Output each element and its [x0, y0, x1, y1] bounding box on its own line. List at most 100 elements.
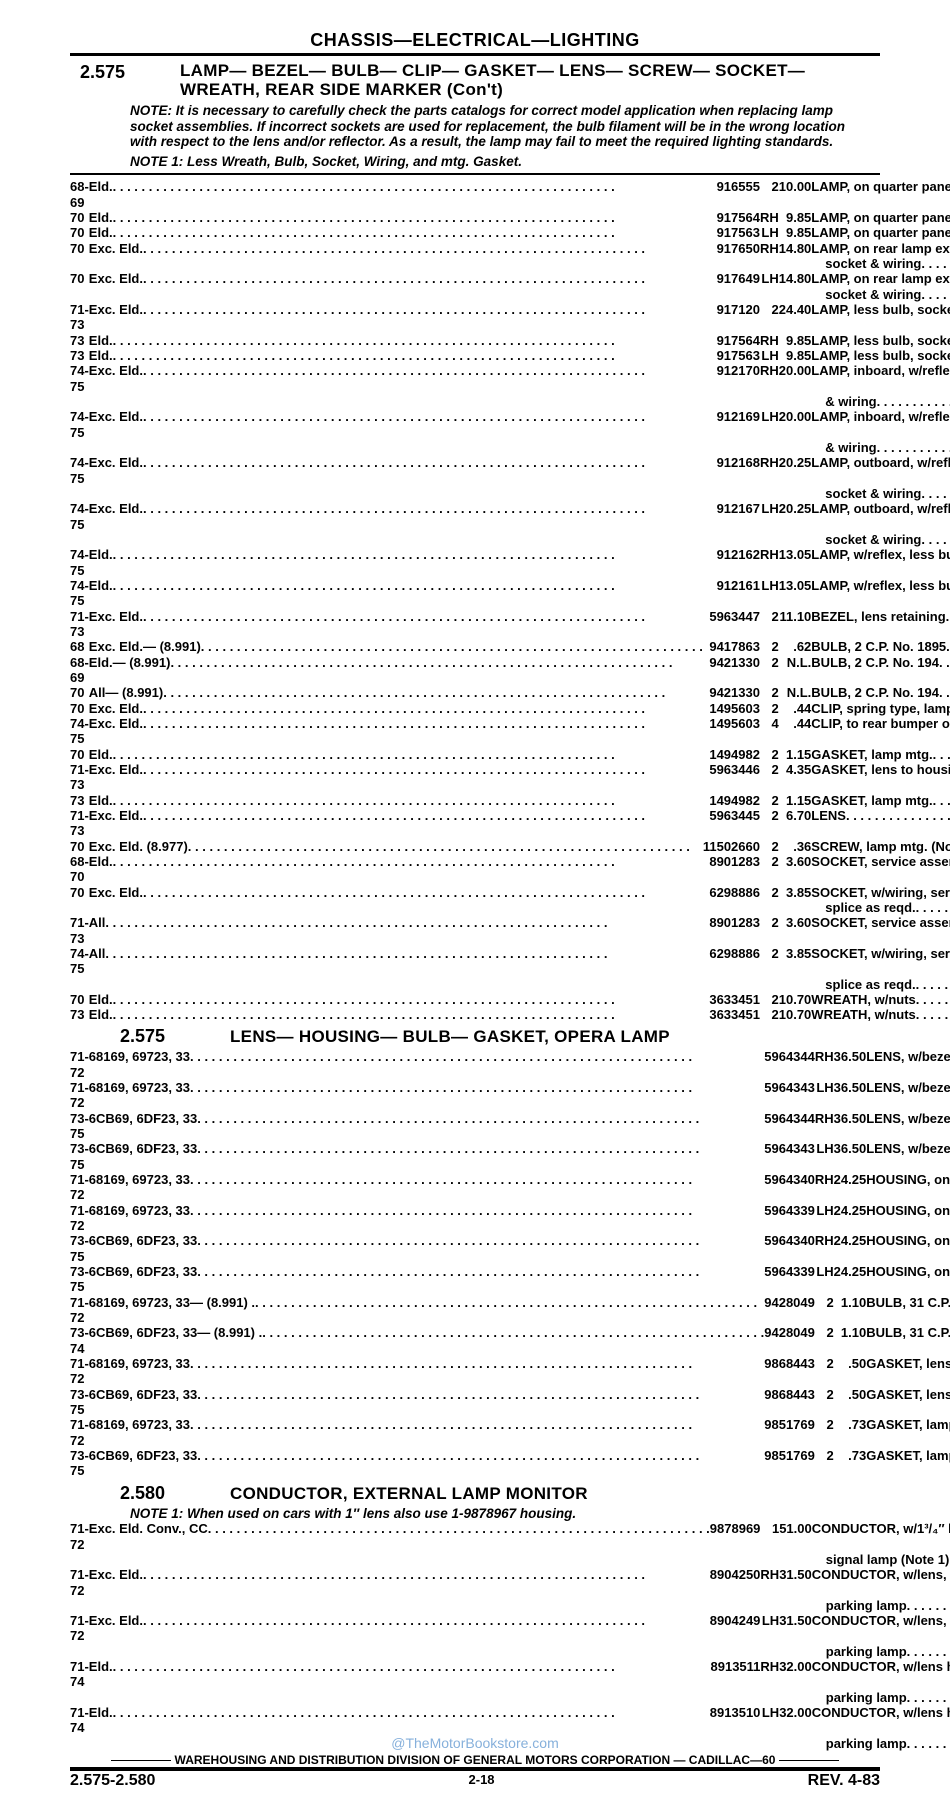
part-number-cell: 5963447	[703, 609, 760, 640]
year-cell: 68-69	[70, 179, 89, 210]
part-number-cell: 916555	[703, 179, 760, 210]
description-cell: LAMP, less bulb, socket & wiring	[811, 348, 950, 363]
parts-table-2: 71-7268169, 69723, 335964344RH36.50LENS,…	[70, 1049, 950, 1478]
price-cell: 36.50	[834, 1111, 867, 1142]
table-row: 71-74Eld.8913510LH32.00CONDUCTOR, w/lens…	[70, 1705, 950, 1736]
part-number-cell: 917564	[703, 210, 760, 225]
application-cell: Eld.	[89, 210, 703, 225]
year-cell: 71-72	[70, 1080, 89, 1111]
table-row: 70All— (8.991)94213302N.L.BULB, 2 C.P. N…	[70, 685, 950, 700]
year-cell: 70	[70, 210, 89, 225]
qty-cell: 2	[760, 762, 779, 793]
part-number-cell: 5964343	[764, 1080, 815, 1111]
year-cell: 70	[70, 992, 89, 1007]
section-number: 2.575	[80, 62, 180, 83]
application-cell: 68169, 69723, 33— (8.991) .	[89, 1295, 764, 1326]
table-row: 70Eld.917564RH9.85LAMP, on quarter panel…	[70, 210, 950, 225]
table-row: 70Exc. Eld.629888623.85SOCKET, w/wiring,…	[70, 885, 950, 900]
table-row-cont: parking lamp	[70, 1690, 950, 1705]
description-cell: WREATH, w/nuts	[811, 1007, 950, 1022]
description-cell: CONDUCTOR, w/lens headlamp and	[812, 1659, 950, 1690]
description-cell: GASKET, lens & bezel to housing	[866, 1356, 950, 1387]
part-number-cell: 912169	[703, 409, 760, 440]
section-title: LAMP— BEZEL— BULB— CLIP— GASKET— LENS— S…	[180, 62, 870, 99]
price-cell: 10.70	[779, 1007, 812, 1022]
year-cell: 70	[70, 747, 89, 762]
application-cell: Exc. Eld.	[89, 409, 703, 440]
table-row: 73Eld.917563LH9.85LAMP, less bulb, socke…	[70, 348, 950, 363]
part-number-cell: 9428049	[764, 1295, 815, 1326]
description-cell: LENS, w/bezel, on quarter panel sail	[866, 1049, 950, 1080]
application-cell: Eld.	[89, 1705, 710, 1736]
description-cell: CONDUCTOR, w/lens, headlamp and	[812, 1567, 950, 1598]
application-cell: Eld.	[89, 793, 703, 808]
part-number-cell: 9421330	[703, 685, 760, 700]
year-cell: 73	[70, 333, 89, 348]
qty-cell: 2	[760, 655, 779, 686]
table-row: 71-7268169, 69723, 335964343LH36.50LENS,…	[70, 1080, 950, 1111]
part-number-cell: 9851769	[764, 1448, 815, 1479]
year-cell: 70	[70, 241, 89, 256]
footer-org: WAREHOUSING AND DISTRIBUTION DIVISION OF…	[70, 1753, 880, 1769]
description-cell: LAMP, on rear lamp extension, less bulb,	[811, 271, 950, 286]
application-cell: Exc. Eld.	[89, 885, 703, 900]
year-cell: 71-72	[70, 1417, 89, 1448]
description-cell: CLIP, to rear bumper outer end	[811, 716, 950, 747]
year-cell: 73-75	[70, 1448, 89, 1479]
qty-cell: LH	[815, 1264, 834, 1295]
year-cell: 68	[70, 639, 89, 654]
year-cell: 73-75	[70, 1141, 89, 1172]
qty-cell: RH	[815, 1049, 834, 1080]
price-cell: 36.50	[834, 1080, 867, 1111]
year-cell: 71-74	[70, 1705, 89, 1736]
qty-cell: RH	[760, 241, 779, 256]
year-cell: 74-75	[70, 363, 89, 394]
table-row: 73-756CB69, 6DF23, 335964344RH36.50LENS,…	[70, 1111, 950, 1142]
qty-cell: 2	[760, 946, 779, 977]
section-head-1: 2.575 LAMP— BEZEL— BULB— CLIP— GASKET— L…	[70, 62, 880, 99]
part-number-cell: 912167	[703, 501, 760, 532]
description-cell: BULB, 31 C.P., No. 756	[866, 1325, 950, 1356]
description-cell: CONDUCTOR, w/lens, headlamp and	[812, 1613, 950, 1644]
table-row: 71-7268169, 69723, 3398517692.73GASKET, …	[70, 1417, 950, 1448]
table-row: 74-75Exc. Eld.912169LH20.00LAMP, inboard…	[70, 409, 950, 440]
qty-cell: RH	[760, 1567, 779, 1598]
qty-cell: 2	[760, 915, 779, 946]
description-cell: HOUSING, on quarter panel sail	[866, 1233, 950, 1264]
description-cell: SOCKET, service assembly, splice as reqd…	[811, 915, 950, 946]
qty-cell: 2	[760, 808, 779, 839]
section-number: 2.580	[70, 1483, 230, 1504]
price-cell: 20.00	[779, 363, 812, 394]
qty-cell: 2	[760, 839, 779, 854]
year-cell: 71-73	[70, 808, 89, 839]
table-row: 73Eld.149498221.15GASKET, lamp mtg.	[70, 793, 950, 808]
part-number-cell: 1494982	[703, 747, 760, 762]
price-cell: .50	[834, 1387, 867, 1418]
price-cell: .44	[779, 716, 812, 747]
part-number-cell: 8904249	[710, 1613, 761, 1644]
table-row-cont: socket & wiring	[70, 486, 950, 501]
price-cell: 31.50	[779, 1567, 812, 1598]
year-cell: 71-73	[70, 302, 89, 333]
part-number-cell: 9421330	[703, 655, 760, 686]
qty-cell: 2	[760, 854, 779, 885]
price-cell: 36.50	[834, 1049, 867, 1080]
qty-cell: RH	[815, 1233, 834, 1264]
description-cell: WREATH, w/nuts	[811, 992, 950, 1007]
qty-cell: 2	[815, 1387, 834, 1418]
part-number-cell: 9428049	[764, 1325, 815, 1356]
qty-cell: RH	[760, 333, 779, 348]
qty-cell: 1	[760, 1521, 779, 1552]
table-row: 71-73Exc. Eld.596344526.70LENS	[70, 808, 950, 839]
footer-left: 2.575-2.580	[70, 1772, 155, 1790]
qty-cell: RH	[815, 1172, 834, 1203]
application-cell: Eld.	[89, 578, 703, 609]
table-row-cont: socket & wiring	[70, 287, 950, 302]
price-cell: 32.00	[779, 1659, 812, 1690]
description-cell: HOUSING, on quarter panel sail	[866, 1264, 950, 1295]
year-cell: 74-75	[70, 501, 89, 532]
part-number-cell: 5964339	[764, 1264, 815, 1295]
price-cell: 9.85	[779, 348, 812, 363]
application-cell: 6CB69, 6DF23, 33	[89, 1233, 764, 1264]
description-cell: LAMP, inboard, w/reflex, less bulb, sock…	[811, 363, 950, 394]
